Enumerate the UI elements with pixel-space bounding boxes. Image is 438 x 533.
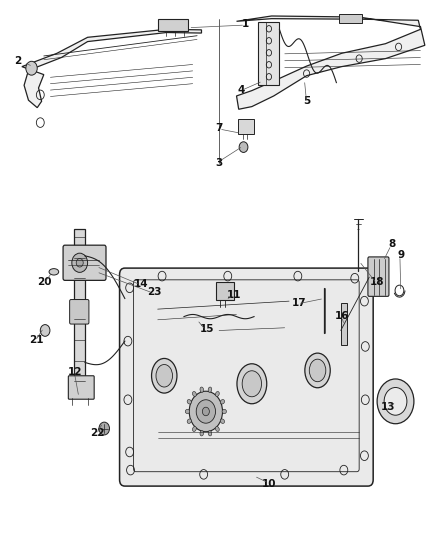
Ellipse shape [187, 419, 191, 423]
Text: 7: 7 [215, 123, 223, 133]
Polygon shape [22, 29, 201, 108]
Text: 1: 1 [242, 19, 249, 29]
Ellipse shape [49, 269, 59, 275]
FancyBboxPatch shape [339, 14, 362, 23]
Circle shape [384, 387, 407, 415]
Text: 15: 15 [199, 325, 214, 334]
Text: 8: 8 [389, 239, 396, 249]
Text: 10: 10 [262, 479, 277, 489]
Text: 11: 11 [227, 290, 242, 300]
Ellipse shape [152, 358, 177, 393]
Ellipse shape [187, 400, 191, 404]
Text: 2: 2 [14, 56, 21, 66]
Ellipse shape [220, 400, 225, 404]
Polygon shape [237, 16, 425, 109]
FancyBboxPatch shape [120, 268, 373, 486]
Text: 14: 14 [134, 279, 148, 288]
Text: 23: 23 [147, 287, 162, 297]
Text: 12: 12 [68, 367, 83, 377]
Text: 13: 13 [380, 402, 395, 411]
FancyBboxPatch shape [158, 19, 188, 31]
FancyBboxPatch shape [63, 245, 106, 280]
Text: 5: 5 [303, 96, 310, 106]
Circle shape [26, 61, 37, 75]
Text: 20: 20 [37, 278, 52, 287]
Ellipse shape [309, 359, 326, 382]
Circle shape [189, 391, 223, 432]
Ellipse shape [215, 392, 219, 397]
Circle shape [40, 325, 50, 336]
FancyBboxPatch shape [238, 119, 254, 134]
FancyBboxPatch shape [74, 229, 85, 389]
Text: 18: 18 [370, 278, 385, 287]
Circle shape [99, 422, 110, 435]
Text: 17: 17 [291, 298, 306, 308]
Ellipse shape [220, 419, 225, 423]
Circle shape [76, 259, 83, 267]
Ellipse shape [215, 426, 219, 431]
Text: 22: 22 [90, 429, 105, 438]
Circle shape [377, 379, 414, 424]
Ellipse shape [185, 409, 190, 414]
FancyBboxPatch shape [368, 257, 389, 296]
Ellipse shape [208, 431, 212, 436]
FancyBboxPatch shape [70, 300, 89, 324]
FancyBboxPatch shape [68, 376, 94, 399]
Circle shape [202, 407, 209, 416]
FancyBboxPatch shape [216, 282, 234, 300]
Text: 9: 9 [397, 250, 404, 260]
Ellipse shape [208, 387, 212, 392]
Circle shape [239, 142, 248, 152]
Ellipse shape [200, 431, 204, 436]
Ellipse shape [305, 353, 330, 388]
Ellipse shape [222, 409, 226, 414]
FancyBboxPatch shape [258, 22, 279, 85]
Ellipse shape [242, 371, 261, 397]
Text: 21: 21 [28, 335, 43, 345]
Circle shape [72, 253, 88, 272]
Ellipse shape [192, 426, 196, 431]
Ellipse shape [200, 387, 204, 392]
FancyBboxPatch shape [341, 303, 347, 345]
Text: 3: 3 [215, 158, 223, 167]
Ellipse shape [156, 365, 173, 387]
Ellipse shape [237, 364, 267, 404]
Text: 4: 4 [237, 85, 244, 94]
Circle shape [196, 400, 215, 423]
Text: 16: 16 [335, 311, 350, 320]
Ellipse shape [192, 392, 196, 397]
